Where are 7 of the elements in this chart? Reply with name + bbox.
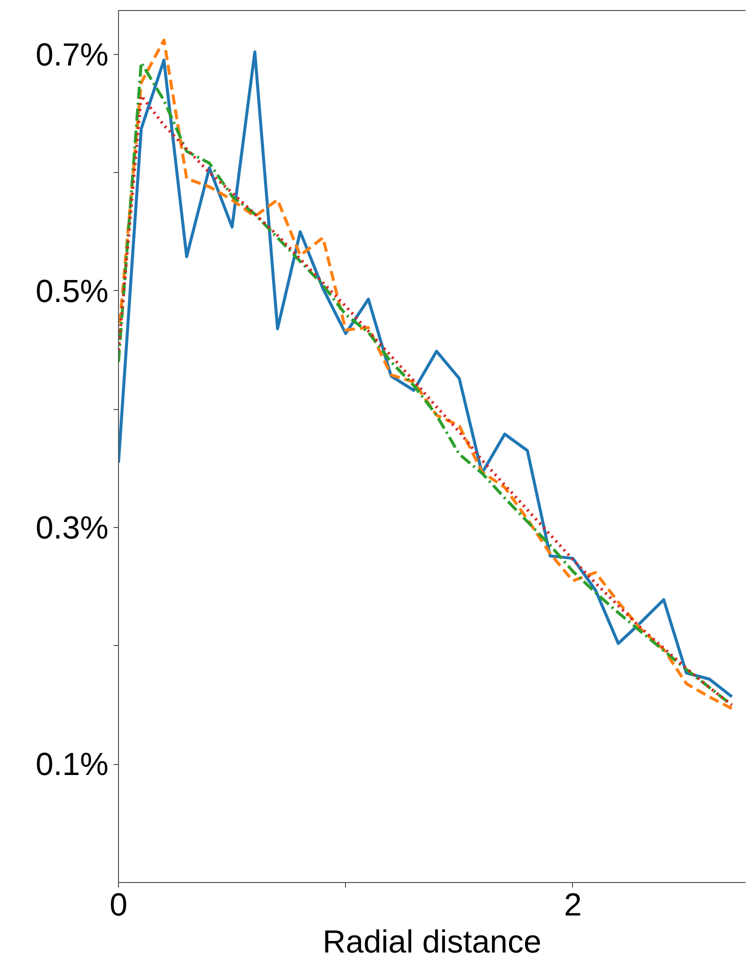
y-tick-label: 0.3% [36,510,108,546]
y-tick-label: 0.5% [36,272,108,309]
y-tick-label: 0.7% [36,36,108,72]
x-tick-label: 2 [564,886,582,922]
x-axis-title: Radial distance [322,924,542,960]
x-tick-label: 0 [110,886,128,922]
y-tick-label: 0.1% [36,746,108,782]
